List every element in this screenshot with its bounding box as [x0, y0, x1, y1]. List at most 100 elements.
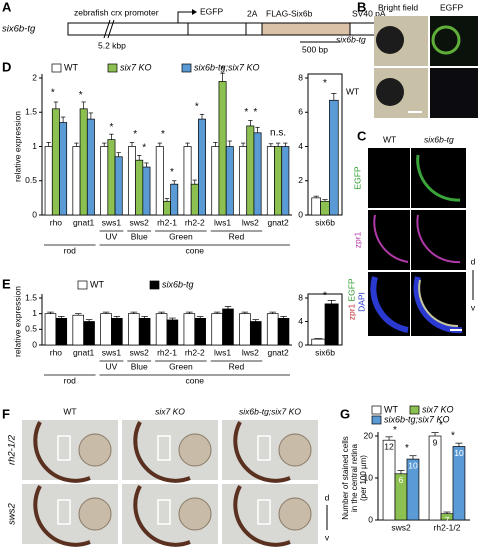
- group-label: Red: [229, 361, 245, 371]
- annotation: *: [161, 129, 165, 140]
- annotation: *: [109, 122, 113, 133]
- legend-swatch: [181, 63, 192, 73]
- n-label: 10: [408, 460, 418, 470]
- panel-letter: G: [340, 406, 350, 421]
- row-label: sws2: [7, 502, 18, 524]
- n-label: 6: [399, 475, 404, 485]
- bar: [324, 303, 339, 346]
- panel-a: A six6b-tg zebrafish crx promoter EGFP 2…: [2, 0, 418, 54]
- annotation: *: [393, 425, 397, 436]
- y-tick-label: 1.5: [25, 292, 37, 302]
- group-label: Green: [169, 361, 193, 371]
- y-tick-label: 1.5: [25, 107, 37, 117]
- bar: [239, 146, 248, 216]
- bar: [320, 200, 330, 216]
- bar: [72, 146, 81, 216]
- bar: [281, 146, 290, 216]
- bar: [79, 108, 88, 216]
- x-tick-label: rho: [50, 347, 63, 357]
- legend-label: WT: [384, 404, 398, 414]
- y-tick-label: 0: [298, 339, 303, 349]
- y-tick-label: 1: [32, 308, 37, 318]
- row-label: DAPI: [356, 292, 366, 312]
- annotation: *: [133, 129, 137, 140]
- retina-images: [22, 420, 318, 547]
- legend-swatch: [107, 63, 118, 73]
- x-tick-label: sws2: [130, 217, 150, 227]
- x-tick-label: rho: [50, 217, 63, 227]
- y-tick-label: 4: [298, 141, 303, 151]
- bar: [222, 308, 234, 346]
- merge-signal: [418, 279, 459, 328]
- column-label: EGFP: [440, 2, 463, 12]
- y-tick-label: 2: [298, 175, 303, 185]
- column-label: WT: [63, 406, 76, 416]
- row-label: rh2-1/2: [7, 434, 18, 465]
- egfp-label: EGFP: [200, 6, 223, 16]
- annotation: *: [451, 431, 455, 442]
- bar: [198, 118, 206, 216]
- y-tick-label: 0: [368, 514, 373, 524]
- annotation: *: [244, 107, 248, 118]
- egfp-image: [430, 16, 478, 66]
- y-tick-label: 2: [32, 72, 37, 82]
- annotation: *: [51, 88, 55, 99]
- bar: [311, 338, 326, 346]
- break-mark: [103, 19, 111, 39]
- y-axis-label: in the central retina: [350, 443, 359, 512]
- x-tick-label: lws1: [214, 217, 231, 227]
- bar: [211, 146, 220, 216]
- tss-arrow: [177, 11, 192, 23]
- n-label: 10: [454, 448, 464, 458]
- annotation: *: [195, 101, 199, 112]
- row-label: six6b-tg: [336, 34, 366, 44]
- bar: [155, 313, 168, 346]
- legend-swatch: [149, 280, 160, 290]
- n-label: 12: [384, 441, 394, 451]
- bar: [183, 146, 192, 216]
- x-tick-label: lws1: [214, 347, 231, 357]
- group-label: cone: [186, 245, 205, 255]
- bar: [166, 319, 179, 346]
- x-tick-label: six6b: [315, 347, 335, 357]
- bar: [249, 321, 262, 346]
- legend-swatch: [409, 405, 420, 415]
- x-tick-label: six6b: [315, 217, 335, 227]
- y-tick-label: 0.5: [25, 324, 37, 334]
- bar: [83, 321, 95, 346]
- bar: [107, 139, 116, 216]
- legend-swatch: [51, 63, 62, 73]
- legend-swatch: [77, 280, 88, 290]
- bar: [142, 166, 151, 216]
- flag-label: FLAG-Six6b: [266, 8, 313, 18]
- column-label: six6b-tg: [424, 134, 454, 144]
- group-label: cone: [186, 375, 205, 385]
- annotation: *: [253, 107, 257, 118]
- bar: [253, 132, 262, 216]
- orientation-label: d: [325, 492, 330, 502]
- legend-label: six7 KO: [422, 404, 454, 414]
- group-label: Blue: [131, 231, 148, 241]
- bar: [59, 122, 68, 216]
- p2a-label: 2A: [247, 8, 258, 18]
- bar: [155, 146, 164, 216]
- n-label: 9: [433, 437, 438, 447]
- x-tick-label: lws2: [242, 217, 259, 227]
- bar: [135, 159, 144, 216]
- image-egfp-wt: [368, 148, 410, 208]
- retina-layer: [33, 421, 291, 547]
- bar: [128, 313, 140, 346]
- x-tick-label: sws2: [130, 347, 150, 357]
- zpr1-signal: [373, 214, 409, 263]
- x-tick-label: rh2-1: [157, 217, 177, 227]
- bar: [382, 439, 396, 521]
- y-tick-label: 20: [364, 430, 374, 440]
- annotation: n.s.: [270, 127, 286, 138]
- egfp-signal: [431, 25, 461, 55]
- flag-box: [261, 22, 351, 36]
- group-label: Red: [229, 231, 245, 241]
- annotation: *: [170, 167, 174, 178]
- bar: [266, 146, 275, 216]
- egfp-image: [430, 68, 478, 118]
